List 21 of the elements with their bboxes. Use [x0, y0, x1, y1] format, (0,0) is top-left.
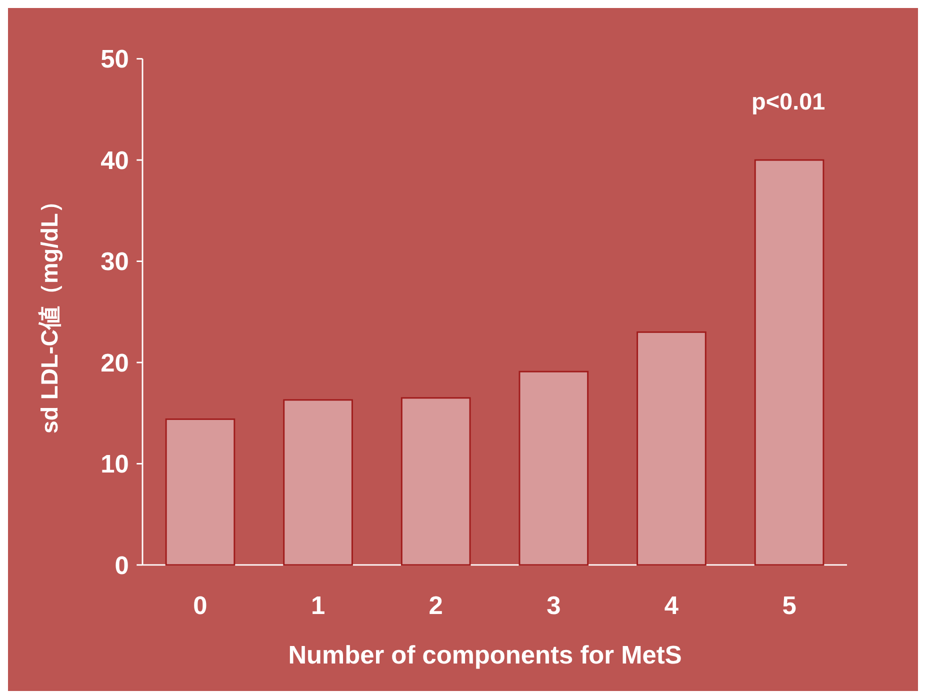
- y-tick-label: 20: [100, 349, 129, 378]
- y-tick-label: 30: [100, 248, 129, 276]
- y-tick-label: 40: [100, 146, 129, 175]
- x-tick-label: 1: [310, 592, 326, 620]
- x-tick-label: 0: [193, 592, 208, 620]
- bar: [636, 331, 706, 566]
- bar: [400, 397, 471, 566]
- y-axis-title: sd LDL-C値（mg/dL）: [36, 190, 62, 434]
- x-tick-label: 5: [782, 592, 796, 620]
- bar: [283, 399, 353, 566]
- bar: [754, 159, 824, 566]
- y-tick-label: 10: [100, 450, 129, 479]
- x-tick-label: 3: [546, 592, 561, 620]
- bar: [165, 418, 236, 566]
- bar: [518, 370, 589, 566]
- y-tick-label: 0: [114, 552, 129, 580]
- annotation: p<0.01: [752, 88, 826, 115]
- y-tick-label: 50: [100, 46, 129, 74]
- x-tick-label: 4: [664, 592, 679, 620]
- x-tick-label: 2: [428, 592, 443, 620]
- x-axis-title: Number of components for MetS: [288, 642, 682, 670]
